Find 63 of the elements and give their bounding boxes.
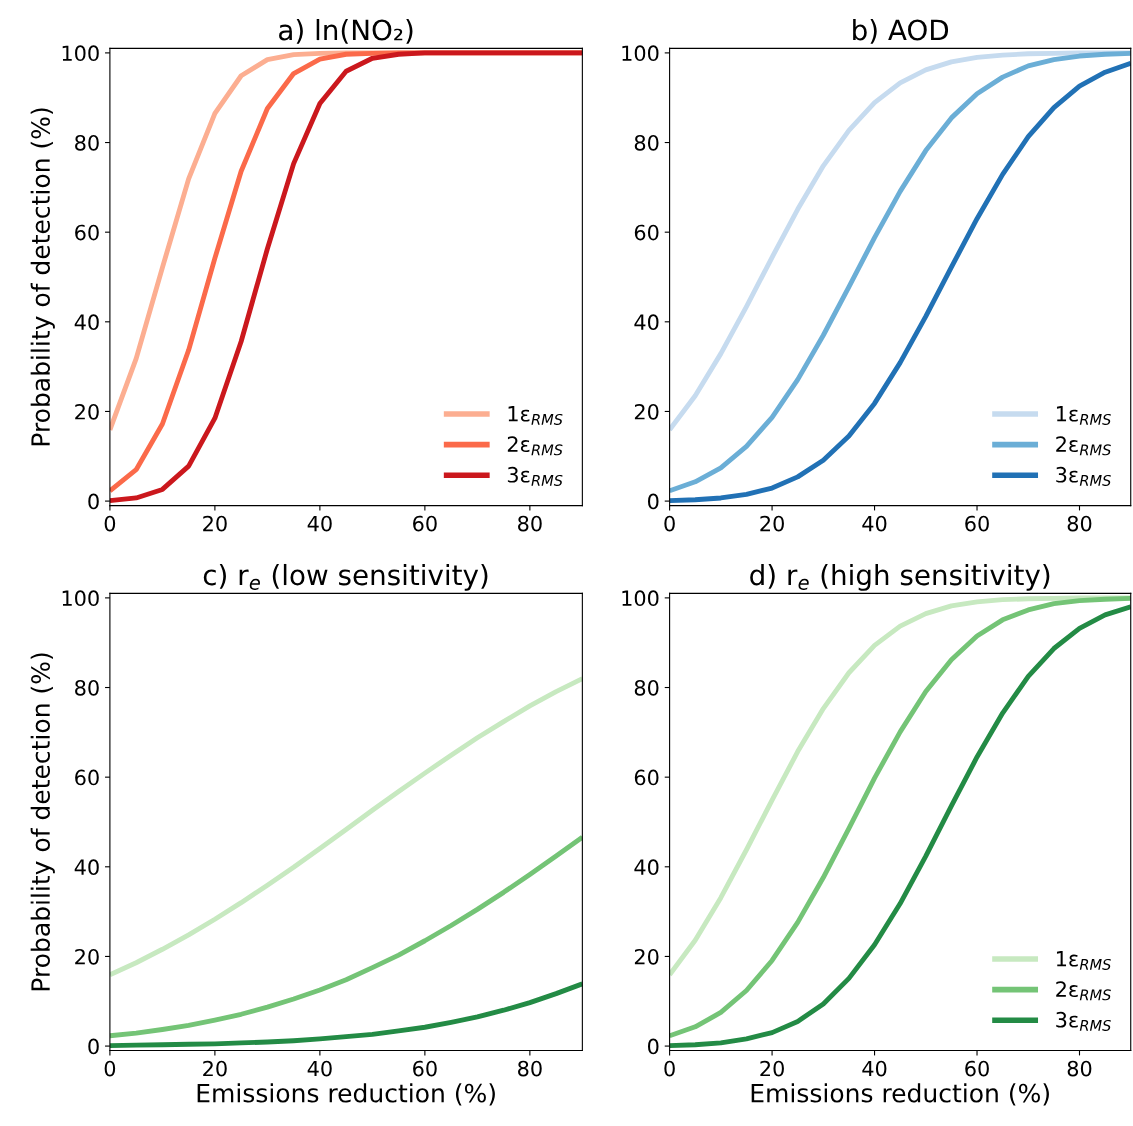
y-tick-label: 20: [75, 948, 99, 965]
legend-label: 2ε$_{RMS}$: [507, 436, 563, 456]
y-tick-label: 60: [634, 769, 659, 786]
legend-label: 2ε$_{RMS}$: [1056, 436, 1111, 456]
x-axis-title: Emissions reduction (%): [197, 1083, 495, 1106]
x-tick-label: 40: [307, 515, 332, 532]
y-tick-label: 20: [75, 403, 99, 420]
x-tick-label: 0: [104, 515, 116, 532]
legend-label: 3ε$_{RMS}$: [1056, 466, 1111, 486]
x-tick-label: 40: [862, 1060, 887, 1077]
y-tick-label: 40: [634, 314, 659, 331]
chart-title: c) r$_{e}$ (low sensitivity): [203, 563, 488, 591]
y-tick-label: 60: [75, 769, 99, 786]
y-tick-label: 40: [634, 859, 659, 876]
y-tick-label: 100: [62, 590, 99, 607]
line-series: [109, 834, 583, 1039]
x-tick-label: 80: [1067, 1060, 1092, 1077]
x-tick-label: 60: [965, 1060, 989, 1077]
y-tick-label: 60: [75, 224, 99, 241]
legend-label: 2ε$_{RMS}$: [1056, 981, 1111, 1001]
y-axis-title: Probability of detection (%): [30, 108, 55, 446]
y-tick-label: 100: [622, 590, 659, 607]
x-tick-label: 20: [203, 515, 227, 532]
x-tick-label: 20: [760, 1060, 784, 1077]
y-axis-title: Probability of detection (%): [30, 653, 55, 991]
x-tick-label: 40: [862, 515, 887, 532]
y-tick-label: 0: [88, 493, 99, 510]
x-tick-label: 60: [965, 515, 989, 532]
x-tick-label: 60: [413, 515, 437, 532]
legend-label: 1ε$_{RMS}$: [1056, 406, 1111, 425]
x-tick-label: 80: [518, 515, 542, 532]
chart-title: b) AOD: [853, 18, 949, 44]
y-tick-label: 0: [648, 1038, 659, 1055]
x-tick-label: 20: [203, 1060, 227, 1077]
x-tick-label: 80: [1067, 515, 1092, 532]
y-tick-label: 20: [634, 403, 659, 420]
x-tick-label: 0: [104, 1060, 116, 1077]
y-tick-label: 40: [74, 314, 99, 331]
y-tick-label: 100: [622, 45, 659, 62]
x-tick-label: 20: [760, 515, 784, 532]
chart-title: d) r$_{e}$ (high sensitivity): [750, 563, 1050, 591]
x-tick-label: 60: [413, 1060, 437, 1077]
y-tick-label: 80: [634, 134, 659, 151]
legend-label: 3ε$_{RMS}$: [507, 466, 563, 486]
y-tick-label: 60: [634, 224, 659, 241]
y-tick-label: 100: [62, 45, 99, 62]
chart-title: a) ln(NO₂): [279, 18, 413, 44]
y-tick-label: 0: [88, 1038, 99, 1055]
legend-label: 1ε$_{RMS}$: [508, 406, 563, 425]
x-axis-title: Emissions reduction (%): [751, 1083, 1049, 1106]
y-tick-label: 80: [634, 679, 659, 696]
legend-label: 1ε$_{RMS}$: [1056, 951, 1111, 970]
legend-label: 3ε$_{RMS}$: [1056, 1011, 1111, 1031]
y-tick-label: 20: [634, 948, 659, 965]
y-tick-label: 40: [74, 859, 99, 876]
x-tick-label: 0: [664, 515, 675, 532]
x-tick-label: 0: [664, 1060, 675, 1077]
x-tick-label: 80: [518, 1060, 542, 1077]
line-series: [109, 676, 583, 978]
y-tick-label: 0: [648, 493, 659, 510]
x-tick-label: 40: [307, 1060, 332, 1077]
y-tick-label: 80: [75, 134, 99, 151]
y-tick-label: 80: [75, 679, 99, 696]
